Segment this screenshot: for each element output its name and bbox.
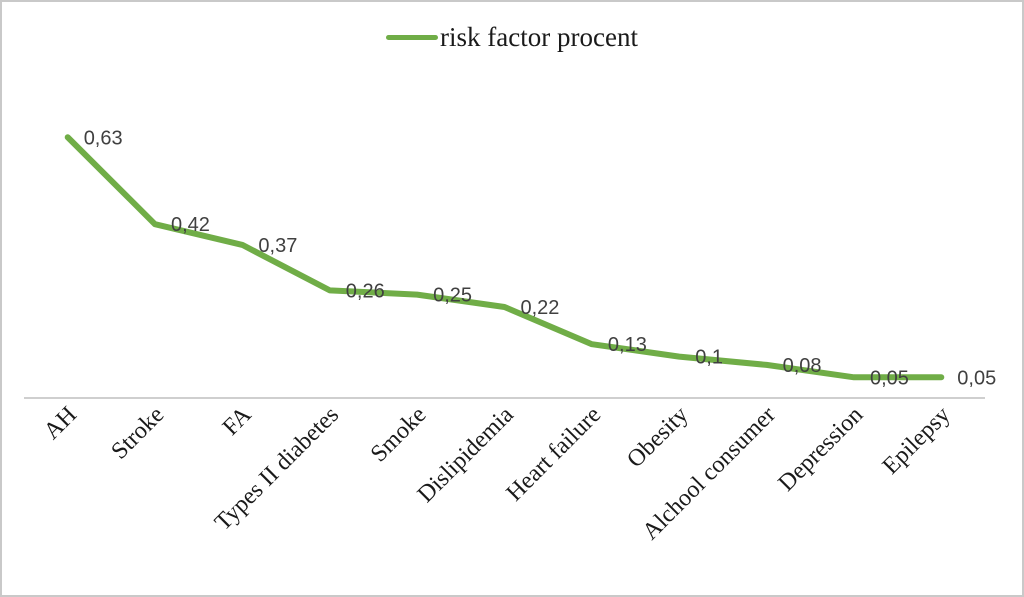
x-axis-category-label: Heart failure: [502, 402, 607, 507]
legend-line-marker: [386, 35, 439, 40]
data-point-label: 0,05: [957, 367, 996, 389]
data-point-label: 0,25: [433, 285, 472, 307]
data-point-label: 0,1: [695, 347, 723, 369]
chart-legend: risk factor procent: [2, 24, 1022, 51]
data-point-label: 0,08: [783, 355, 822, 377]
data-point-label: 0,63: [84, 127, 123, 149]
x-axis-category-label: Obesity: [622, 402, 693, 473]
data-point-label: 0,13: [608, 334, 647, 356]
x-axis-category-label: Epilepsy: [878, 402, 956, 480]
series-line-risk-factor: [64, 134, 945, 381]
data-point-label: 0,42: [171, 214, 210, 236]
x-axis-category-label: Smoke: [366, 402, 432, 468]
data-point-label: 0,22: [521, 297, 560, 319]
data-point-label: 0,05: [870, 367, 909, 389]
x-axis-category-label: AH: [39, 402, 82, 445]
data-point-label: 0,26: [346, 280, 385, 302]
x-axis-category-label: Stroke: [107, 402, 170, 465]
x-axis-category-label: Depression: [774, 402, 869, 497]
x-axis-category-label: FA: [218, 401, 257, 440]
data-point-label: 0,37: [258, 235, 297, 257]
legend-label: risk factor procent: [440, 22, 638, 52]
